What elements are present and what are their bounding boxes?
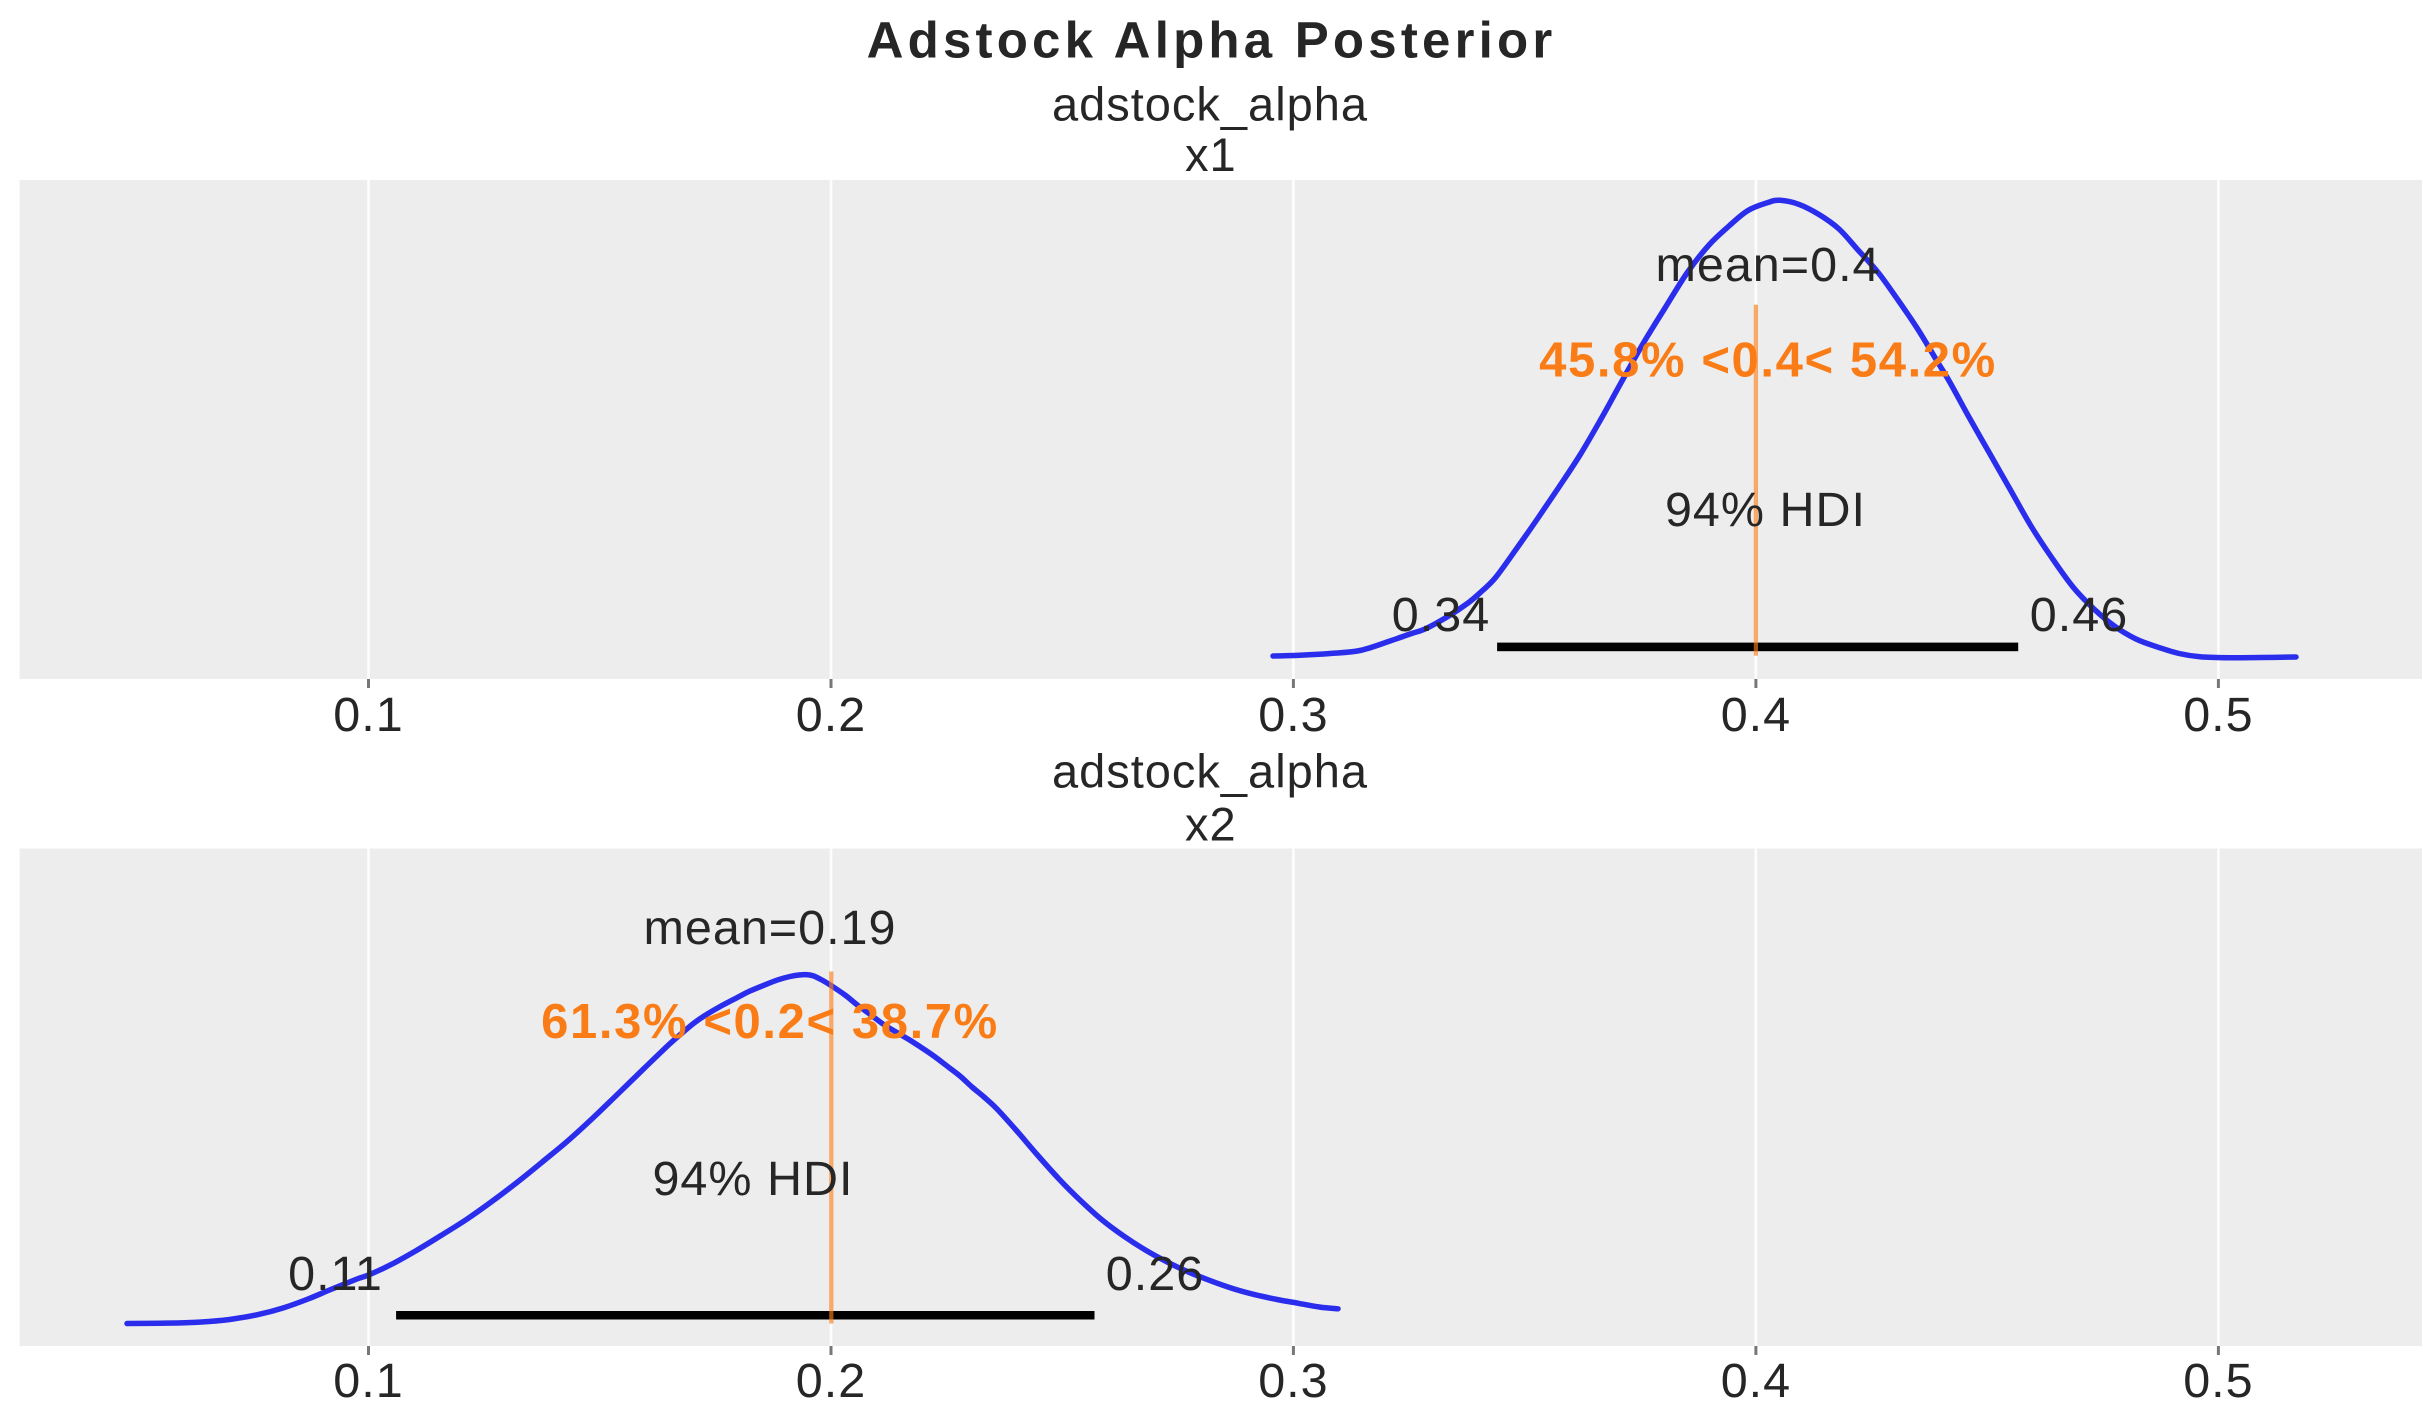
svg-text:0.34: 0.34 — [1392, 588, 1490, 642]
svg-text:0.5: 0.5 — [2183, 1354, 2253, 1408]
svg-text:45.8% <0.4< 54.2%: 45.8% <0.4< 54.2% — [1539, 334, 1997, 388]
svg-text:0.3: 0.3 — [1258, 1354, 1328, 1408]
svg-text:0.4: 0.4 — [1721, 688, 1791, 742]
svg-text:94% HDI: 94% HDI — [1665, 483, 1866, 537]
svg-text:0.26: 0.26 — [1106, 1247, 1204, 1301]
svg-text:adstock_alpha: adstock_alpha — [1052, 744, 1368, 797]
svg-text:0.11: 0.11 — [288, 1247, 383, 1301]
svg-text:0.1: 0.1 — [333, 1354, 403, 1408]
svg-text:mean=0.4: mean=0.4 — [1655, 238, 1880, 292]
svg-text:94% HDI: 94% HDI — [652, 1152, 853, 1206]
svg-text:0.5: 0.5 — [2183, 688, 2253, 742]
svg-text:0.4: 0.4 — [1721, 1354, 1791, 1408]
svg-text:0.1: 0.1 — [333, 688, 403, 742]
svg-text:Adstock Alpha Posterior: Adstock Alpha Posterior — [867, 12, 1557, 69]
svg-text:x2: x2 — [1185, 797, 1237, 850]
svg-text:0.46: 0.46 — [2030, 588, 2128, 642]
svg-text:mean=0.19: mean=0.19 — [643, 901, 896, 955]
svg-text:0.3: 0.3 — [1258, 688, 1328, 742]
svg-text:0.2: 0.2 — [796, 688, 866, 742]
svg-text:x1: x1 — [1185, 128, 1237, 181]
svg-text:0.2: 0.2 — [796, 1354, 866, 1408]
svg-text:61.3% <0.2< 38.7%: 61.3% <0.2< 38.7% — [541, 995, 999, 1049]
svg-text:adstock_alpha: adstock_alpha — [1052, 78, 1368, 131]
